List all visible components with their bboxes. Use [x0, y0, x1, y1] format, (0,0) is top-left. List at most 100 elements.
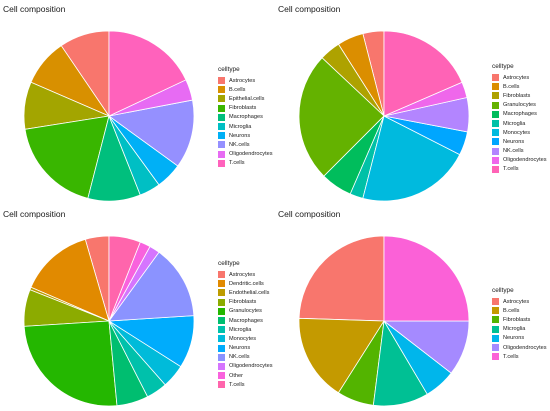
legend-item: Neurons: [218, 344, 273, 353]
legend-item: B.cells: [218, 85, 273, 94]
chart-title: Cell composition: [3, 4, 66, 14]
legend-swatch: [218, 326, 225, 334]
legend-label: Granulocytes: [229, 308, 262, 315]
legend: celltype Astrocytes B.cells Fibroblasts Mic…: [492, 287, 547, 361]
legend-label: B.cells: [503, 83, 520, 90]
legend-label: Oligodendrocytes: [229, 363, 273, 370]
pie-chart: [23, 30, 195, 202]
pie-slice-b-cells: [298, 317, 385, 394]
legend-label: Microglia: [229, 123, 252, 130]
legend-label: Granulocytes: [503, 102, 536, 109]
legend-swatch: [218, 298, 225, 306]
legend-label: Microglia: [503, 326, 526, 333]
pie-slice-t-cells: [108, 235, 141, 322]
legend-item: T.cells: [492, 165, 547, 174]
pie-slice-nk-cells: [108, 251, 195, 322]
legend-label: T.cells: [503, 166, 519, 173]
legend-item: Microglia: [218, 122, 273, 131]
legend-label: Microglia: [503, 120, 526, 127]
legend-label: T.cells: [229, 381, 245, 388]
legend-item: Fibroblasts: [492, 91, 547, 100]
legend-swatch: [218, 86, 225, 94]
legend: celltype Astrocytes Dendritic.cells Endoth…: [218, 260, 273, 389]
legend-label: Dendritic.cells: [229, 280, 264, 287]
legend-label: Fibroblasts: [229, 299, 257, 306]
legend-label: B.cells: [229, 86, 246, 93]
legend-swatch: [492, 92, 499, 100]
legend-label: Neurons: [229, 132, 251, 139]
legend-swatch: [218, 150, 225, 158]
legend-item: T.cells: [492, 352, 547, 361]
legend-label: NK.cells: [229, 354, 250, 361]
legend-swatch: [492, 138, 499, 146]
legend-swatch: [492, 101, 499, 109]
legend-swatch: [218, 271, 225, 279]
legend-item: NK.cells: [492, 147, 547, 156]
legend-label: Monocytes: [503, 129, 531, 136]
legend-item: Microglia: [492, 325, 547, 334]
pie-chart: [23, 235, 195, 407]
legend-swatch: [492, 110, 499, 118]
legend-swatch: [492, 120, 499, 128]
legend-label: T.cells: [503, 353, 519, 360]
legend-label: Fibroblasts: [503, 92, 531, 99]
legend-item: Fibroblasts: [492, 315, 547, 324]
legend-swatch: [492, 83, 499, 91]
legend-item: Endothelial.cells: [218, 288, 273, 297]
legend-label: Astrocytes: [503, 298, 530, 305]
legend-item: Monocytes: [218, 334, 273, 343]
legend-item: Fibroblasts: [218, 298, 273, 307]
legend-swatch: [492, 344, 499, 352]
legend-label: Microglia: [229, 326, 252, 333]
legend-item: T.cells: [218, 380, 273, 389]
legend-label: Neurons: [229, 345, 251, 352]
legend-label: T.cells: [229, 160, 245, 167]
legend-label: Endothelial.cells: [229, 289, 270, 296]
pie-slice-t-cells: [108, 30, 187, 117]
chart-title: Cell composition: [278, 4, 341, 14]
legend-swatch: [492, 307, 499, 315]
legend-item: Macrophages: [492, 110, 547, 119]
legend-swatch: [492, 156, 499, 164]
legend-swatch: [218, 132, 225, 140]
legend-swatch: [492, 325, 499, 333]
legend-title: celltype: [218, 66, 240, 73]
legend-item: Astrocytes: [492, 73, 547, 82]
legend-title: celltype: [492, 63, 514, 70]
pie-slice-granulocytes: [298, 57, 385, 177]
legend-item: Neurons: [218, 131, 273, 140]
pie-slice-t-cells: [383, 235, 470, 322]
legend-swatch: [218, 159, 225, 167]
legend-label: NK.cells: [229, 141, 250, 148]
pie-chart: [298, 30, 470, 202]
legend-label: NK.cells: [503, 148, 524, 155]
legend-swatch: [492, 129, 499, 137]
legend-swatch: [218, 307, 225, 315]
legend-swatch: [218, 280, 225, 288]
pie-slice-fibroblasts: [24, 115, 110, 199]
legend-item: Astrocytes: [218, 76, 273, 85]
legend-label: Oligodendrocytes: [503, 157, 547, 164]
legend-swatch: [218, 372, 225, 380]
legend-swatch: [218, 381, 225, 389]
legend-item: T.cells: [218, 159, 273, 168]
pie-slice-nk-cells: [108, 99, 195, 167]
pie-chart: [298, 235, 470, 407]
legend-item: Neurons: [492, 334, 547, 343]
legend-item: Granulocytes: [492, 101, 547, 110]
legend-label: Oligodendrocytes: [503, 344, 547, 351]
legend-swatch: [492, 298, 499, 306]
legend-swatch: [492, 353, 499, 361]
legend-item: Other: [218, 371, 273, 380]
legend-swatch: [218, 362, 225, 370]
legend-label: Neurons: [503, 138, 525, 145]
legend-items: Astrocytes B.cells Fibroblasts Microglia Neu…: [492, 297, 547, 361]
legend-item: B.cells: [492, 306, 547, 315]
pie-slice-granulocytes: [23, 320, 118, 407]
legend-swatch: [218, 95, 225, 103]
legend-swatch: [218, 77, 225, 85]
legend-label: B.cells: [503, 307, 520, 314]
legend-items: Astrocytes B.cells Epithelial.cells Fibrobl…: [218, 76, 273, 168]
chart-title: Cell composition: [3, 209, 66, 219]
legend-item: Microglia: [492, 119, 547, 128]
